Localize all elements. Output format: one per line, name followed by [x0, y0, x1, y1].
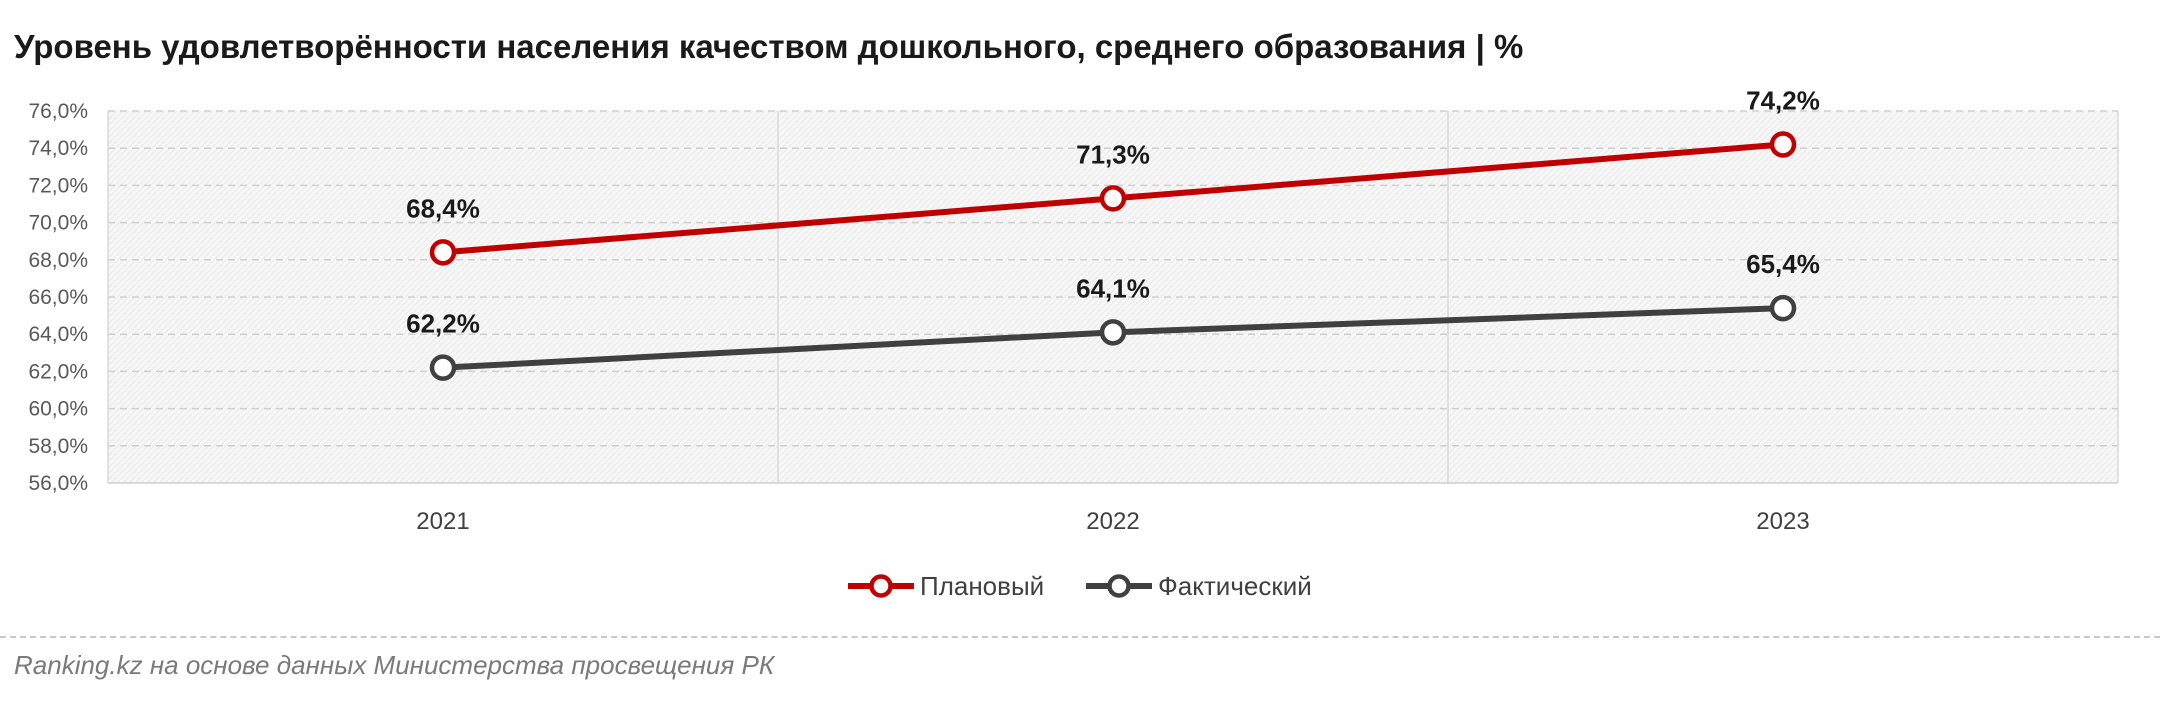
y-tick-label: 68,0%: [28, 249, 88, 272]
series: [429, 131, 1797, 381]
y-tick-label: 76,0%: [28, 100, 88, 123]
axes: 56,0% 58,0% 60,0% 62,0% 64,0% 66,0% 68,0% 70,0%…: [28, 100, 1809, 535]
y-tick-label: 56,0%: [28, 472, 88, 495]
data-point: [429, 354, 457, 381]
data-label: 71,3%: [1076, 139, 1150, 169]
chart-title: Уровень удовлетворённости населения каче…: [14, 28, 1524, 65]
legend-label-2: Фактический: [1158, 571, 1312, 601]
data-point: [1769, 294, 1797, 322]
y-tick-label: 64,0%: [28, 323, 88, 346]
y-tick-label: 74,0%: [28, 137, 88, 160]
y-tick-label: 66,0%: [28, 286, 88, 309]
source-note: Ranking.kz на основе данных Министерства…: [14, 650, 775, 680]
x-tick-label: 2023: [1756, 508, 1809, 535]
data-point: [1099, 185, 1127, 212]
legend-marker-1: [869, 574, 893, 598]
legend-marker-2: [1107, 574, 1131, 598]
data-label: 65,4%: [1746, 249, 1820, 279]
data-label: 68,4%: [406, 193, 480, 223]
line-chart: 56,0% 58,0% 60,0% 62,0% 64,0% 66,0% 68,0% 70,0%…: [28, 85, 2119, 601]
x-tick-label: 2021: [416, 508, 469, 535]
y-tick-label: 62,0%: [28, 360, 88, 383]
x-tick-label: 2022: [1086, 508, 1139, 535]
data-label: 74,2%: [1746, 85, 1820, 115]
data-labels: 68,4% 71,3% 74,2% 62,2% 64,1% 65,4%: [406, 85, 1820, 338]
legend: Плановый Фактический: [848, 571, 1312, 601]
y-tick-label: 70,0%: [28, 212, 88, 235]
y-tick-label: 58,0%: [28, 435, 88, 458]
data-point: [1099, 319, 1127, 346]
legend-label-1: Плановый: [920, 571, 1044, 601]
source-divider: [0, 636, 2160, 638]
y-tick-label: 72,0%: [28, 174, 88, 197]
data-point: [429, 239, 457, 266]
data-label: 62,2%: [406, 309, 480, 339]
y-tick-label: 60,0%: [28, 398, 88, 421]
data-label: 64,1%: [1076, 273, 1150, 303]
data-point: [1769, 131, 1797, 158]
